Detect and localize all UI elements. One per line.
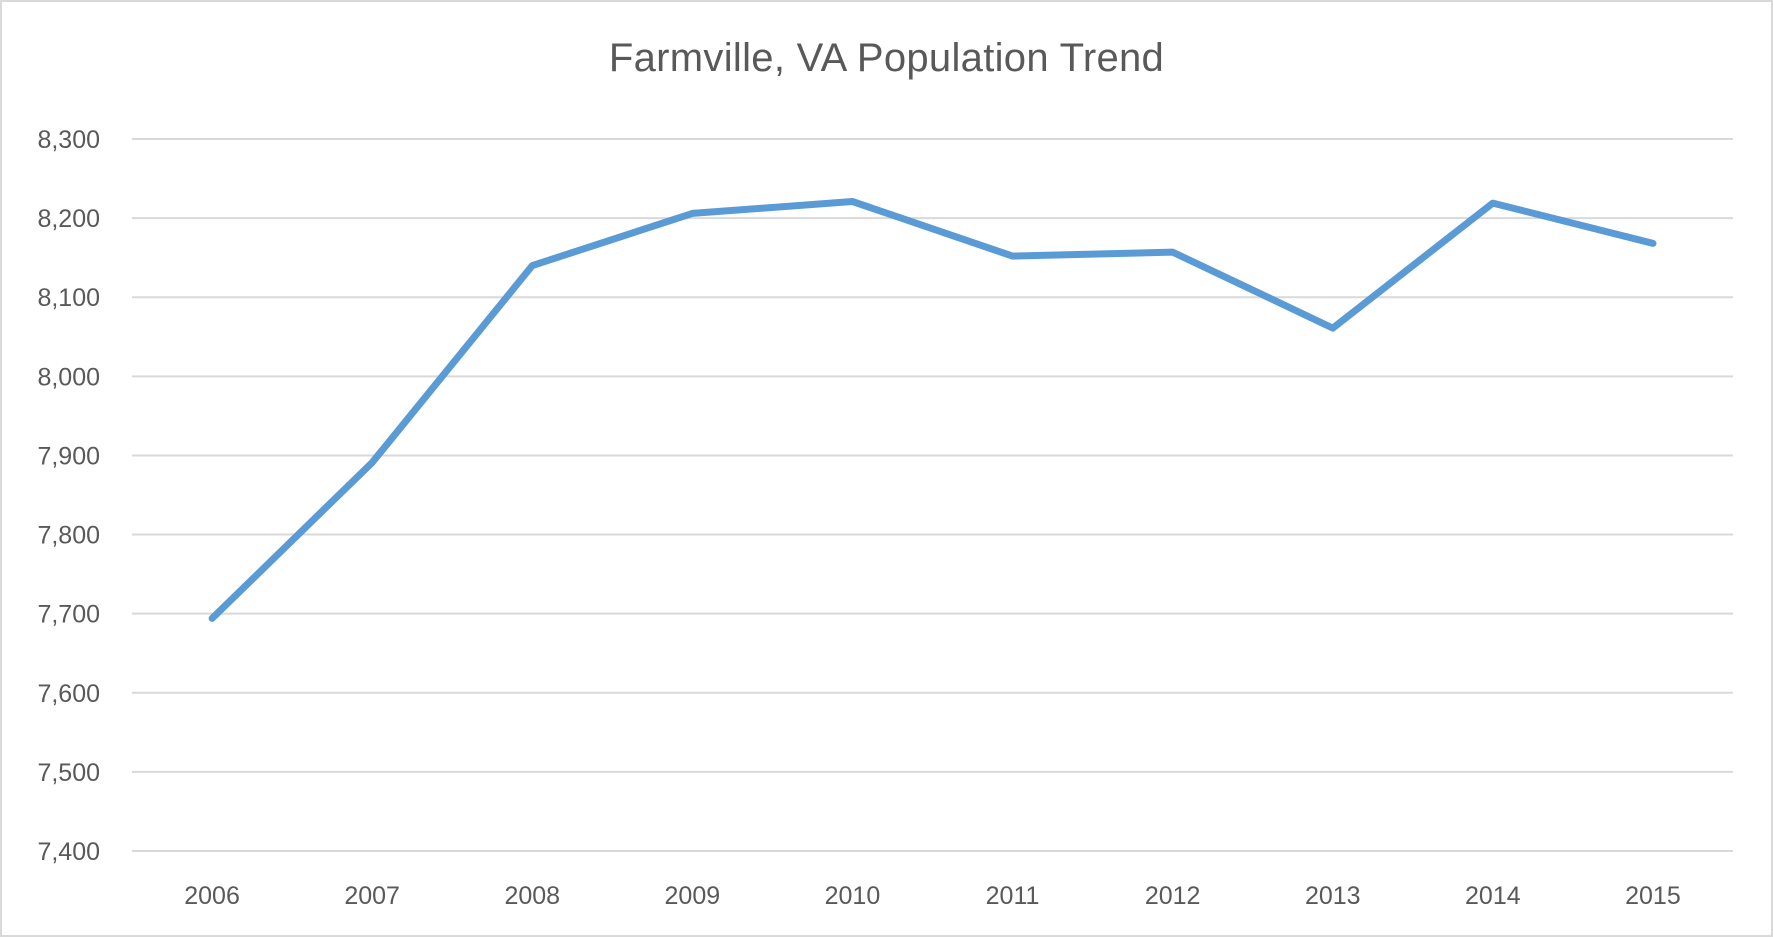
x-tick-label: 2007 <box>344 882 400 910</box>
x-tick-label: 2014 <box>1465 882 1521 910</box>
y-tick-label: 7,800 <box>37 522 100 550</box>
chart-title: Farmville, VA Population Trend <box>608 36 1165 80</box>
y-tick-label: 8,300 <box>37 126 100 154</box>
y-tick-label: 7,500 <box>37 759 100 787</box>
y-tick-label: 8,100 <box>37 284 100 312</box>
population-series <box>208 198 1657 622</box>
x-tick-label: 2009 <box>665 882 721 910</box>
y-axis-tick-labels: 7,400 7,500 7,600 7,700 7,800 7,900 8,000 8,100… <box>37 126 100 866</box>
y-tick-label: 7,900 <box>37 442 100 470</box>
x-axis-tick-labels: 2006 2007 2008 2009 2010 2011 2012 2013 2014 2015 <box>184 882 1681 910</box>
x-tick-label: 2006 <box>184 882 240 910</box>
x-tick-label: 2011 <box>986 882 1040 910</box>
x-tick-label: 2015 <box>1625 882 1681 910</box>
x-tick-label: 2010 <box>825 882 881 910</box>
y-tick-label: 7,400 <box>37 838 100 866</box>
x-tick-label: 2008 <box>504 882 560 910</box>
y-tick-label: 8,000 <box>37 363 100 391</box>
y-tick-label: 7,600 <box>37 680 100 708</box>
y-tick-label: 7,700 <box>37 601 100 629</box>
series-line <box>208 198 1657 622</box>
y-gridlines <box>132 138 1733 852</box>
x-tick-label: 2013 <box>1305 882 1361 910</box>
y-tick-label: 8,200 <box>37 205 100 233</box>
x-tick-label: 2012 <box>1145 882 1201 910</box>
